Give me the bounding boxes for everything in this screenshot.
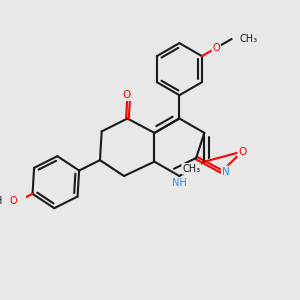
Text: O: O <box>212 43 220 53</box>
Text: CH₃: CH₃ <box>182 164 200 174</box>
Text: O: O <box>238 146 246 157</box>
Text: O: O <box>10 196 17 206</box>
Text: N: N <box>222 167 230 176</box>
Text: H: H <box>0 196 2 206</box>
Text: CH₃: CH₃ <box>240 34 258 44</box>
Text: O: O <box>122 90 130 100</box>
Text: NH: NH <box>172 178 187 188</box>
